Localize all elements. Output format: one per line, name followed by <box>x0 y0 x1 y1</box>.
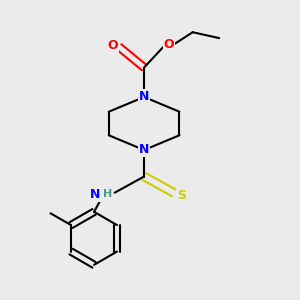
Text: H: H <box>103 189 112 199</box>
Text: N: N <box>139 91 149 103</box>
Text: O: O <box>107 39 118 52</box>
Text: N: N <box>139 143 149 157</box>
Text: N: N <box>90 188 101 201</box>
Text: S: S <box>177 188 186 202</box>
Text: O: O <box>164 38 175 51</box>
